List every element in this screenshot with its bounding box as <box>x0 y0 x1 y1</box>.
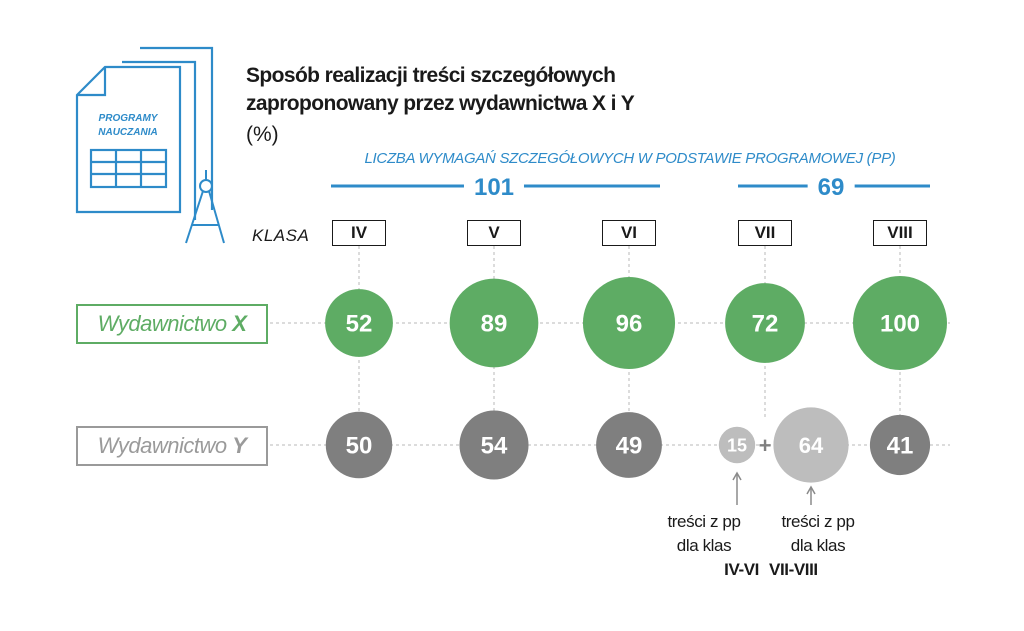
pp-count-iv-vi: 101 <box>463 174 525 202</box>
class-label-vi: VI <box>602 220 656 246</box>
klasa-label: KLASA <box>252 226 310 245</box>
publisher-y-prefix: Wydawnictwo <box>97 433 233 458</box>
publisher-x-label: Wydawnictwo X <box>76 304 268 344</box>
bubble-x-vi-circle <box>582 276 676 370</box>
note-iv-vi-line1: treści z pp <box>667 512 741 531</box>
pp-header: LICZBA WYMAGAŃ SZCZEGÓŁOWYCH W PODSTAWIE… <box>364 150 896 167</box>
bubble-x-viii-circle <box>853 276 947 370</box>
bubble-x-v-circle <box>449 278 539 368</box>
note-vii-viii-line1: treści z pp <box>781 512 855 531</box>
plus-sign: + <box>759 433 772 458</box>
bubble-y-vii-part1-circle <box>718 426 756 464</box>
note-iv-vi-line3: IV-VI <box>724 560 759 579</box>
chart-title: Sposób realizacji treści szczegółowych z… <box>246 62 806 118</box>
title-line-1: Sposób realizacji treści szczegółowych <box>246 64 616 87</box>
bubble-y-vii-part2-label: 64 <box>799 433 824 458</box>
bubble-x-vii-circle <box>725 283 805 363</box>
publisher-y-letter: Y <box>232 433 247 458</box>
note-iv-vi: treści z pp dla klas IV-VI <box>649 510 759 582</box>
publisher-x-prefix: Wydawnictwo <box>97 311 233 336</box>
bubble-y-vii-part2-circle <box>773 407 849 483</box>
title-line-2: zaproponowany przez wydawnictwa X i Y <box>246 92 635 115</box>
curriculum-document-icon: PROGRAMY NAUCZANIA <box>75 46 225 244</box>
bubble-x-iv-circle <box>325 289 393 357</box>
arrow-vii-viii-head <box>806 485 816 495</box>
icon-text-line2: NAUCZANIA <box>98 127 157 138</box>
bubble-y-viii-circle <box>869 414 931 476</box>
note-iv-vi-line2: dla klas <box>676 536 732 555</box>
class-label-viii: VIII <box>873 220 927 246</box>
class-label-iv: IV <box>332 220 386 246</box>
bubble-x-viii-label: 100 <box>880 311 920 338</box>
bubble-y-viii-label: 41 <box>887 433 914 460</box>
bubble-y-vi-circle <box>596 412 662 478</box>
note-vii-viii-line3: VII-VIII <box>769 560 818 579</box>
bubble-y-iv-circle <box>325 411 393 479</box>
bubble-x-iv-label: 52 <box>346 311 373 338</box>
note-vii-viii-line2: dla klas <box>790 536 846 555</box>
pp-count-vii-viii: 69 <box>807 174 855 202</box>
publisher-x-letter: X <box>232 311 247 336</box>
bubble-y-v-circle <box>459 410 529 480</box>
bubble-y-vii-part1-label: 15 <box>727 435 747 455</box>
bubble-y-iv-label: 50 <box>346 433 373 460</box>
unit-label: (%) <box>246 123 279 146</box>
bubble-x-v-label: 89 <box>481 311 508 338</box>
bubble-x-vii-label: 72 <box>752 311 779 338</box>
bubble-y-vi-label: 49 <box>616 433 643 460</box>
bubble-y-v-label: 54 <box>481 433 508 460</box>
class-label-vii: VII <box>738 220 792 246</box>
note-vii-viii: treści z pp dla klas VII-VIII <box>763 510 873 582</box>
publisher-y-label: Wydawnictwo Y <box>76 426 268 466</box>
compass-icon <box>185 170 225 244</box>
bubble-x-vi-label: 96 <box>616 311 643 338</box>
icon-text-line1: PROGRAMY <box>99 113 159 124</box>
class-label-v: V <box>467 220 521 246</box>
arrow-iv-vi-head <box>732 471 742 481</box>
